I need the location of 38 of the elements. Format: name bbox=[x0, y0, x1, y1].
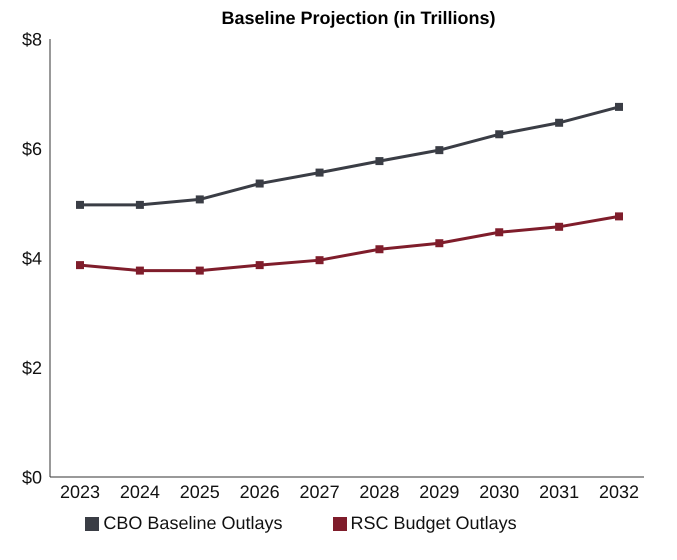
x-tick-label: 2026 bbox=[240, 482, 280, 502]
point bbox=[375, 245, 384, 254]
point bbox=[615, 212, 623, 220]
point bbox=[555, 118, 564, 127]
x-tick-label: 2030 bbox=[479, 482, 520, 502]
point bbox=[375, 157, 384, 166]
y-tick-label: $6 bbox=[22, 138, 42, 159]
x-tick-label: 2025 bbox=[180, 482, 220, 502]
x-tick-label: 2023 bbox=[60, 482, 100, 502]
point bbox=[615, 102, 623, 111]
point bbox=[136, 200, 144, 209]
point bbox=[435, 239, 444, 248]
point bbox=[76, 200, 84, 209]
y-tick-label: $0 bbox=[22, 467, 42, 488]
point bbox=[495, 130, 504, 138]
legend-label: CBO Baseline Outlays bbox=[103, 513, 282, 533]
x-tick-label: 2032 bbox=[598, 482, 640, 502]
point bbox=[256, 261, 264, 270]
point bbox=[555, 222, 564, 231]
x-tick-label: 2028 bbox=[359, 482, 400, 502]
point bbox=[495, 228, 504, 236]
x-tick-label: 2029 bbox=[419, 482, 460, 502]
y-tick-label: $4 bbox=[22, 248, 42, 268]
x-tick-label: 2024 bbox=[120, 482, 160, 502]
chart-title: Baseline Projection (in Trillions) bbox=[220, 8, 497, 29]
point bbox=[316, 168, 324, 177]
point bbox=[435, 146, 444, 154]
x-tick-label: 2031 bbox=[539, 482, 580, 502]
point bbox=[196, 266, 204, 275]
x-tick-label: 2027 bbox=[300, 482, 340, 502]
point bbox=[316, 256, 324, 264]
legend-label: RSC Budget Outlays bbox=[350, 513, 517, 533]
point bbox=[76, 261, 84, 270]
point bbox=[196, 195, 204, 204]
y-tick-label: $2 bbox=[22, 358, 42, 378]
point bbox=[136, 266, 144, 275]
y-tick-label: $8 bbox=[22, 29, 42, 50]
point bbox=[256, 180, 264, 188]
